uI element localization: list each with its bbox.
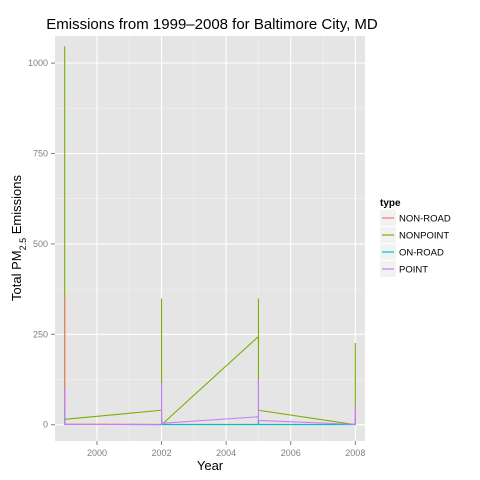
y-axis-label: Total PM2.5 Emissions bbox=[9, 175, 28, 301]
y-axis-label-suffix: Emissions bbox=[9, 175, 24, 238]
series-layer bbox=[64, 46, 356, 426]
legend-label: NON-ROAD bbox=[399, 214, 451, 225]
y-tick-label: 500 bbox=[33, 239, 48, 249]
y-axis-label-subscript: 2.5 bbox=[18, 238, 28, 251]
x-tick-label: 2002 bbox=[152, 448, 172, 458]
legend-title: type bbox=[380, 198, 401, 209]
grid-minor bbox=[55, 36, 365, 441]
y-axis-label-prefix: Total PM bbox=[9, 250, 24, 301]
legend-label: POINT bbox=[399, 265, 428, 276]
legend: type NON-ROAD NONPOINT ON-ROAD POINT bbox=[380, 198, 451, 277]
legend-items: NON-ROAD NONPOINT ON-ROAD POINT bbox=[380, 210, 451, 277]
y-tick-label: 250 bbox=[33, 329, 48, 339]
y-tick-label: 1000 bbox=[28, 58, 48, 68]
series-line-point bbox=[64, 378, 356, 426]
x-tick-label: 2004 bbox=[216, 448, 236, 458]
y-tick-label: 750 bbox=[33, 149, 48, 159]
x-axis-ticks: 2000 2002 2004 2006 2008 bbox=[87, 441, 365, 458]
y-axis-ticks: 0 250 500 750 1000 bbox=[28, 58, 55, 430]
y-tick-label: 0 bbox=[43, 420, 48, 430]
legend-label: NONPOINT bbox=[399, 231, 449, 242]
x-tick-label: 2008 bbox=[345, 448, 365, 458]
plot-panel bbox=[55, 36, 365, 441]
x-tick-label: 2006 bbox=[281, 448, 301, 458]
x-axis-label: Year bbox=[197, 458, 224, 473]
legend-label: ON-ROAD bbox=[399, 248, 444, 259]
chart-title: Emissions from 1999–2008 for Baltimore C… bbox=[46, 16, 378, 33]
x-tick-label: 2000 bbox=[87, 448, 107, 458]
